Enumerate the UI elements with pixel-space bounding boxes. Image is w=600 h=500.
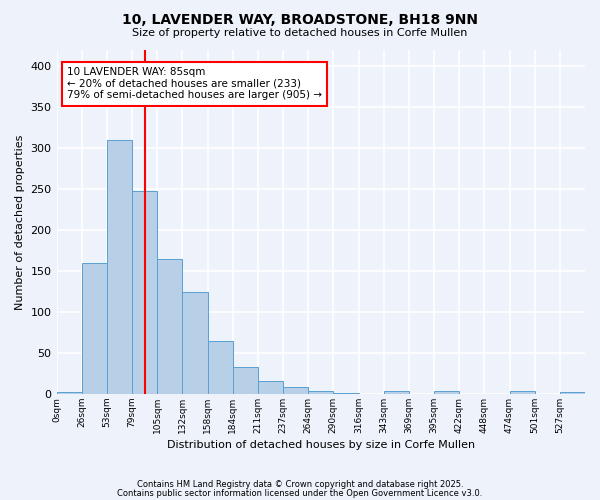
Bar: [82, 263, 107, 394]
X-axis label: Distribution of detached houses by size in Corfe Mullen: Distribution of detached houses by size …: [167, 440, 475, 450]
Text: Size of property relative to detached houses in Corfe Mullen: Size of property relative to detached ho…: [133, 28, 467, 38]
Bar: [334, 393, 359, 394]
Bar: [258, 381, 283, 394]
Bar: [157, 259, 182, 394]
Bar: [233, 367, 258, 394]
Bar: [383, 392, 409, 394]
Bar: [308, 392, 334, 394]
Bar: [132, 191, 157, 394]
Bar: [434, 392, 459, 394]
Bar: [509, 392, 535, 394]
Y-axis label: Number of detached properties: Number of detached properties: [15, 134, 25, 310]
Bar: [560, 392, 585, 394]
Text: Contains public sector information licensed under the Open Government Licence v3: Contains public sector information licen…: [118, 488, 482, 498]
Bar: [56, 392, 82, 394]
Text: 10 LAVENDER WAY: 85sqm
← 20% of detached houses are smaller (233)
79% of semi-de: 10 LAVENDER WAY: 85sqm ← 20% of detached…: [67, 67, 322, 100]
Text: Contains HM Land Registry data © Crown copyright and database right 2025.: Contains HM Land Registry data © Crown c…: [137, 480, 463, 489]
Bar: [208, 340, 233, 394]
Bar: [283, 388, 308, 394]
Bar: [182, 292, 208, 394]
Text: 10, LAVENDER WAY, BROADSTONE, BH18 9NN: 10, LAVENDER WAY, BROADSTONE, BH18 9NN: [122, 12, 478, 26]
Bar: [107, 140, 132, 394]
